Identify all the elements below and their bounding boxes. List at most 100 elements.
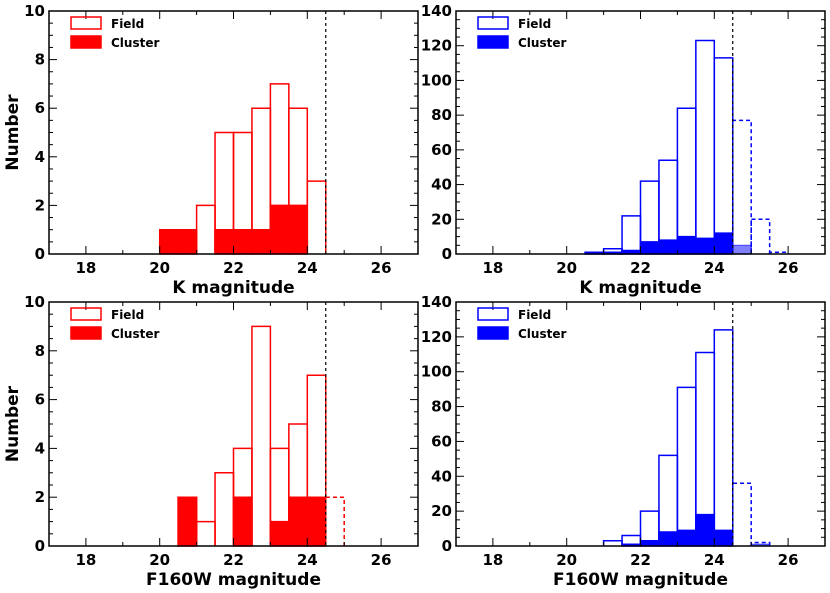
x-axis-label: F160W magnitude	[553, 570, 728, 590]
x-tick-label: 24	[297, 259, 318, 277]
x-axis-label: K magnitude	[172, 278, 294, 298]
y-tick-label: 8	[35, 342, 45, 360]
legend-cluster-swatch	[70, 326, 102, 340]
y-tick-label: 120	[421, 328, 452, 346]
y-tick-label: 60	[431, 432, 452, 450]
x-tick-label: 26	[778, 259, 799, 277]
cluster-bar	[658, 239, 679, 255]
y-tick-label: 10	[24, 2, 45, 20]
legend-field-swatch	[477, 307, 509, 321]
y-tick-label: 0	[442, 245, 452, 263]
x-tick-label: 24	[704, 551, 725, 569]
y-tick-label: 120	[421, 37, 452, 55]
y-tick-label: 20	[431, 210, 452, 228]
panel-top-right: 18 20 22 24 26 0 20 40 60 80 100 120 140 K magnitude F…	[421, 2, 826, 298]
cluster-bar	[177, 228, 198, 255]
x-tick-label: 22	[630, 259, 651, 277]
field-bar-dashed	[732, 482, 752, 546]
legend-field-swatch	[70, 16, 102, 30]
x-axis-label: K magnitude	[579, 278, 701, 298]
cluster-bar	[269, 204, 290, 255]
x-tick-label: 18	[482, 259, 503, 277]
legend-field-label: Field	[518, 308, 551, 322]
field-bar-dashed	[325, 496, 345, 546]
x-axis-label: F160W magnitude	[146, 570, 321, 590]
y-tick-label: 40	[431, 176, 452, 194]
legend-cluster-swatch	[477, 326, 509, 340]
y-tick-label: 6	[35, 391, 45, 409]
x-tick-label: 22	[223, 551, 244, 569]
field-bar	[251, 325, 272, 546]
x-tick-label: 18	[75, 259, 96, 277]
field-bar	[695, 39, 716, 254]
field-bar	[195, 520, 216, 546]
y-tick-label: 140	[421, 2, 452, 20]
legend-cluster-label: Cluster	[111, 327, 159, 341]
legend-field-label: Field	[111, 308, 144, 322]
cluster-bar	[676, 235, 697, 255]
x-tick-label: 20	[556, 259, 577, 277]
y-tick-label: 10	[24, 293, 45, 311]
cluster-bar	[214, 228, 235, 255]
x-tick-label: 18	[75, 551, 96, 569]
field-bar	[676, 107, 697, 254]
legend-field-label: Field	[111, 17, 144, 31]
cluster-bar	[306, 496, 327, 547]
y-tick-label: 0	[35, 245, 45, 263]
cluster-bar	[251, 228, 272, 255]
y-tick-label: 40	[431, 467, 452, 485]
x-tick-label: 18	[482, 551, 503, 569]
x-tick-label: 22	[630, 551, 651, 569]
field-bar	[195, 204, 216, 254]
legend-field-swatch	[70, 307, 102, 321]
x-tick-label: 20	[149, 551, 170, 569]
y-tick-label: 140	[421, 293, 452, 311]
y-tick-label: 80	[431, 106, 452, 124]
x-tick-label: 20	[149, 259, 170, 277]
x-tick-label: 20	[556, 551, 577, 569]
cluster-bar	[288, 204, 309, 255]
cluster-bar	[177, 496, 198, 547]
cluster-bar	[269, 520, 290, 547]
plot-frame	[455, 301, 826, 547]
x-tick-label: 24	[297, 551, 318, 569]
y-tick-label: 60	[431, 141, 452, 159]
panel-bottom-right: 18 20 22 24 26 0 20 40 60 80 100 120 140 F160W magnit…	[421, 293, 826, 590]
legend-cluster-swatch	[477, 35, 509, 49]
field-bar	[676, 386, 697, 546]
legend-field-label: Field	[518, 17, 551, 31]
field-bar-dashed	[750, 218, 771, 254]
y-tick-label: 4	[35, 439, 45, 457]
y-tick-label: 20	[431, 502, 452, 520]
field-bar-dashed	[732, 119, 752, 254]
y-axis-label: Number	[3, 385, 23, 462]
y-tick-label: 0	[35, 537, 45, 555]
legend-cluster-label: Cluster	[518, 327, 566, 341]
legend-cluster-swatch	[70, 35, 102, 49]
y-tick-label: 2	[35, 196, 45, 214]
cluster-bar	[639, 540, 660, 547]
cluster-bar	[288, 496, 309, 547]
cluster-bar	[676, 529, 697, 547]
cluster-bar	[713, 529, 734, 547]
cluster-bar	[695, 513, 716, 547]
cluster-bar	[232, 496, 253, 547]
legend-cluster-label: Cluster	[111, 36, 159, 50]
field-bar	[621, 215, 642, 254]
cluster-bar	[695, 237, 716, 255]
field-bar	[713, 57, 734, 254]
y-tick-label: 100	[421, 363, 452, 381]
x-tick-label: 26	[371, 259, 392, 277]
y-tick-label: 2	[35, 488, 45, 506]
field-bar	[306, 180, 327, 254]
cluster-bar	[658, 531, 679, 547]
x-tick-label: 26	[371, 551, 392, 569]
field-bar	[713, 329, 734, 546]
cluster-bar	[158, 228, 179, 255]
y-tick-label: 8	[35, 51, 45, 69]
cluster-bar-light	[732, 244, 752, 255]
x-tick-label: 26	[778, 551, 799, 569]
